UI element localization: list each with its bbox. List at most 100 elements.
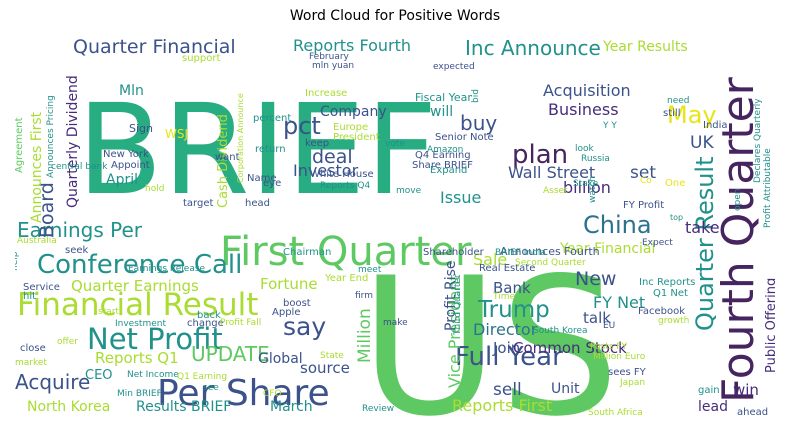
- word-japan: Japan: [619, 378, 645, 388]
- word-mln-yuan: mln yuan: [312, 61, 354, 71]
- word-trump: Trump: [477, 297, 550, 323]
- word-australia: Australia: [17, 236, 57, 246]
- word-profit-rise: Profit Rise: [443, 261, 459, 332]
- word-take: take: [685, 218, 720, 237]
- word-company: Company: [320, 104, 387, 120]
- word-name: Name: [247, 173, 277, 184]
- word-billion: billion: [563, 178, 611, 197]
- word-south-korea: South Korea: [533, 326, 588, 336]
- word-meet: meet: [358, 265, 382, 275]
- word-apple: Apple: [272, 307, 300, 318]
- word-february: February: [309, 52, 350, 62]
- word-common-stock: Common Stock: [513, 339, 627, 357]
- word-north-korea: North Korea: [27, 399, 110, 415]
- word-return: return: [255, 144, 286, 155]
- word-full-year: Full Year: [455, 342, 563, 372]
- word-agreement: Agreement: [15, 117, 25, 173]
- word-start: start: [98, 307, 119, 317]
- word-min-brief: Min BRIEF: [117, 389, 162, 399]
- word-stake: Stake: [573, 179, 599, 189]
- word-earnings-per: Earnings Per: [17, 218, 143, 242]
- word-market: market: [15, 358, 47, 368]
- word-board: Board: [36, 182, 58, 238]
- word-close: close: [20, 343, 46, 354]
- word-europe: Europe: [333, 122, 368, 133]
- word-corporation-announce: Corporation Announce: [236, 93, 245, 183]
- word-profit-fall: Profit Fall: [220, 318, 261, 328]
- word-brief: BRIEF: [77, 78, 437, 223]
- word-eye: eye: [263, 178, 281, 189]
- word-time: Time: [492, 292, 515, 302]
- word-want: want: [215, 152, 240, 163]
- word-update: UPDATE: [191, 342, 270, 366]
- word-investment: Investment: [115, 319, 166, 329]
- word-keep: keep: [305, 138, 329, 149]
- word-vice-president: Vice President: [445, 275, 464, 388]
- word-co: Co: [640, 176, 652, 186]
- word-quarterly-dividend: Quarterly Dividend: [65, 75, 81, 208]
- word-need: need: [667, 96, 690, 106]
- word-third-quarter: Third Quarter: [453, 274, 463, 336]
- word-back: back: [197, 310, 221, 321]
- word-expected: expected: [433, 62, 475, 72]
- word-watch: watch: [588, 176, 598, 203]
- word-q1-earning: Q1 Earning: [177, 372, 227, 382]
- word-director: Director: [473, 320, 538, 339]
- word-increase: Increase: [305, 88, 347, 99]
- word-acquire: Acquire: [15, 370, 90, 394]
- word-still: still: [663, 108, 680, 119]
- word-south-africa: South Africa: [588, 408, 643, 418]
- word-offer: offer: [57, 337, 78, 347]
- word-review: Review: [362, 404, 394, 414]
- word-mln: Mln: [119, 83, 144, 99]
- word-ceo: CEO: [85, 368, 113, 383]
- word-results-brief: Results BRIEF: [136, 399, 231, 415]
- word-year-end: Year End: [324, 273, 368, 284]
- word-change: change: [187, 318, 224, 329]
- word-second-quarter: Second Quarter: [515, 258, 586, 268]
- word-bid: bid: [471, 89, 481, 103]
- word-year-financial: Year Financial: [559, 241, 655, 257]
- word-firm: firm: [355, 291, 373, 301]
- chart-title: Word Cloud for Positive Words: [289, 8, 501, 24]
- word-boost: boost: [283, 298, 311, 309]
- word-reports-first: Reports First: [452, 396, 552, 415]
- word-posts-fy: Posts FY: [590, 342, 628, 352]
- word-source: source: [300, 359, 350, 377]
- word-set: set: [630, 163, 656, 183]
- word-announces-pricing: Announces Pricing: [46, 95, 56, 178]
- word-expand: Expand: [430, 165, 467, 176]
- word-amazon: Amazon: [427, 145, 463, 155]
- word-sign: Sign: [129, 122, 153, 135]
- word-help: help: [15, 251, 20, 271]
- word-open: open: [733, 189, 743, 211]
- word-issue: Issue: [440, 188, 481, 207]
- word-financial-result: Financial Result: [17, 287, 258, 323]
- word-quarter-financial: Quarter Financial: [73, 36, 236, 58]
- word-reports-q4: Reports Q4: [320, 181, 370, 191]
- word-buy: buy: [460, 111, 497, 135]
- word-say: say: [283, 312, 326, 341]
- word-president: President: [333, 132, 380, 143]
- word-year-results: Year Results: [602, 39, 688, 55]
- word-earnings-release: Earnings Release: [128, 264, 206, 274]
- word-seek: seek: [65, 245, 89, 256]
- word-top: top: [670, 213, 683, 222]
- word-wall-street: Wall Street: [508, 163, 595, 182]
- word-ahead: ahead: [737, 407, 768, 418]
- word-chairman: Chairman: [283, 247, 331, 258]
- word-asset: Asset: [543, 186, 568, 196]
- word-brief-india: BRIEF India: [495, 248, 546, 258]
- word-central-bank: central bank: [51, 162, 108, 172]
- word-first-quarter: First Quarter: [220, 229, 472, 275]
- word-unit: Unit: [551, 381, 580, 397]
- word-profit-attributable: Profit Attributable: [763, 148, 773, 228]
- word-head: head: [245, 198, 270, 209]
- word-look: look: [575, 144, 595, 154]
- word-facebook: Facebook: [638, 306, 685, 317]
- word-china: China: [583, 211, 652, 239]
- word-fortune: Fortune: [260, 275, 318, 293]
- word-reports-fourth: Reports Fourth: [293, 36, 411, 55]
- word-fy-profit: FY Profit: [623, 200, 664, 211]
